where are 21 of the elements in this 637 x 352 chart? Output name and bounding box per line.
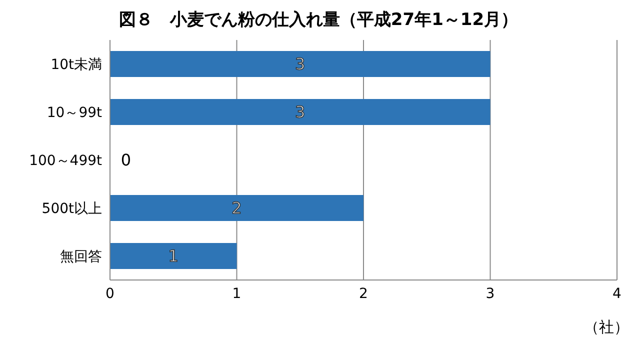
data-label: 2 [232,198,242,218]
x-axis-title: （社） [584,318,629,337]
x-tick-label: 3 [486,286,495,302]
x-tick-label: 1 [232,286,242,302]
x-tick-label: 0 [106,286,114,302]
data-label: 1 [168,246,178,266]
bar [110,195,364,221]
bar [110,99,490,125]
y-tick-label: 10t未満 [50,56,102,73]
y-tick-label: 10～99t [46,104,103,121]
data-label: 3 [295,54,306,74]
x-tick-label: 4 [612,286,622,302]
bar [110,51,490,77]
y-tick-label: 500t以上 [42,200,102,217]
data-label: 0 [120,150,132,170]
y-tick-label: 無回答 [60,248,102,265]
x-tick-label: 2 [359,286,368,302]
bar [110,243,237,269]
y-tick-label: 100～499t [29,152,103,169]
chart-title: 図８ 小麦でん粉の仕入れ量（平成27年1～12月） [118,9,520,31]
data-label: 3 [295,102,306,122]
